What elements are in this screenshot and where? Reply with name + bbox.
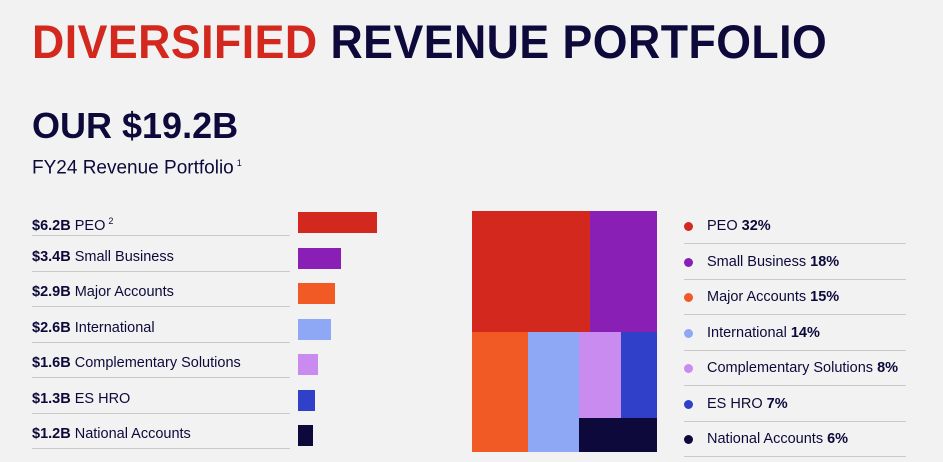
bar-category-label: Major Accounts — [70, 284, 174, 300]
bar-label: $2.9B Major Accounts — [32, 279, 290, 307]
treemap-tile-national-accounts — [579, 417, 657, 452]
bar-category-label: International — [70, 319, 155, 336]
legend-category: Complementary Solutions — [707, 360, 878, 376]
bar-label: $6.2B PEO 2 — [32, 208, 290, 236]
title-accent: DIVERSIFIED — [32, 15, 318, 68]
legend-percent: 32% — [741, 218, 771, 234]
legend-dot-icon — [684, 435, 693, 444]
total-revenue: OUR $19.2B — [32, 105, 239, 146]
bar-row-complementary-solutions: $1.6B Complementary Solutions — [32, 346, 392, 378]
legend-percent: 7% — [766, 395, 788, 412]
legend-label: ES HRO 7% — [707, 391, 788, 417]
legend-category: ES HRO — [707, 395, 767, 412]
bar-label: $1.3B ES HRO — [32, 386, 290, 414]
legend-percent: 8% — [877, 360, 899, 376]
bar-amount-label: $3.4B — [32, 248, 71, 265]
bar-major-accounts — [298, 283, 335, 304]
bar-label: $1.2B National Accounts — [32, 421, 290, 449]
legend-category: Small Business — [707, 253, 811, 270]
legend-dot-icon — [684, 328, 693, 338]
bar-footnote: 2 — [108, 216, 114, 226]
bar-es-hro — [298, 389, 315, 411]
bar-small-business — [298, 247, 342, 269]
legend-item-complementary-solutions: Complementary Solutions 8% — [684, 350, 906, 386]
bar-row-small-business: $3.4B Small Business — [32, 240, 392, 272]
bar-row-major-accounts: $2.9B Major Accounts — [32, 275, 392, 307]
bar-category-label: Small Business — [70, 248, 174, 265]
legend-label: National Accounts 6% — [707, 426, 848, 452]
subtitle-text: FY24 Revenue Portfolio — [32, 157, 234, 179]
treemap-tile-international — [527, 331, 580, 452]
bar-amount-label: $2.9B — [32, 284, 71, 300]
legend-percent: 15% — [810, 289, 840, 305]
treemap-tile-complementary-solutions — [579, 331, 621, 418]
legend-item-peo: PEO 32% — [684, 208, 906, 244]
subtitle: FY24 Revenue Portfolio 1 — [32, 150, 242, 181]
legend-dot-icon — [684, 399, 693, 409]
bar-row-peo: $6.2B PEO 2 — [32, 204, 392, 236]
bar-national-accounts — [298, 425, 314, 446]
bar-label: $1.6B Complementary Solutions — [32, 350, 290, 378]
legend-label: Small Business 18% — [707, 249, 839, 275]
bar-row-es-hro: $1.3B ES HRO — [32, 382, 392, 414]
legend-dot-icon — [684, 257, 693, 267]
legend-category: International — [707, 324, 791, 341]
legend-percent: 18% — [810, 253, 840, 270]
legend-item-es-hro: ES HRO 7% — [684, 386, 906, 422]
legend-dot-icon — [684, 222, 693, 231]
bar-category-label: Complementary Solutions — [70, 355, 241, 371]
treemap-tile-es-hro — [620, 331, 657, 418]
bar-amount-label: $1.3B — [32, 390, 71, 407]
legend-category: National Accounts — [707, 431, 828, 447]
legend-dot-icon — [684, 293, 693, 302]
bar-complementary-solutions — [298, 354, 319, 375]
legend-item-small-business: Small Business 18% — [684, 244, 906, 280]
page-title: DIVERSIFIED REVENUE PORTFOLIO — [32, 14, 827, 70]
legend-label: Complementary Solutions 8% — [707, 355, 898, 381]
legend-item-international: International 14% — [684, 315, 906, 351]
legend-label: PEO 32% — [707, 213, 771, 239]
subtitle-footnote: 1 — [236, 158, 242, 168]
bar-row-international: $2.6B International — [32, 311, 392, 343]
title-rest: REVENUE PORTFOLIO — [330, 15, 828, 68]
bar-amount-label: $1.2B — [32, 426, 71, 442]
legend-item-national-accounts: National Accounts 6% — [684, 421, 906, 457]
legend-label: Major Accounts 15% — [707, 284, 839, 310]
legend-label: International 14% — [707, 320, 820, 346]
bar-category-label: National Accounts — [70, 426, 191, 442]
bar-label: $3.4B Small Business — [32, 244, 290, 272]
legend-category: PEO — [707, 218, 742, 234]
revenue-treemap — [472, 211, 657, 452]
legend-percent: 6% — [827, 431, 849, 447]
treemap-tile-small-business — [590, 211, 657, 332]
bar-category-label: PEO — [70, 217, 106, 234]
bar-amount-label: $6.2B — [32, 217, 71, 234]
bar-amount-label: $1.6B — [32, 355, 71, 371]
legend-percent: 14% — [790, 324, 820, 341]
bar-amount-label: $2.6B — [32, 319, 71, 336]
treemap-tile-peo — [472, 211, 591, 332]
bar-peo — [298, 212, 377, 233]
treemap-tile-major-accounts — [472, 331, 528, 452]
legend-category: Major Accounts — [707, 289, 811, 305]
bar-label: $2.6B International — [32, 315, 290, 343]
legend-dot-icon — [684, 364, 693, 373]
bar-international — [298, 318, 332, 340]
bar-row-national-accounts: $1.2B National Accounts — [32, 417, 392, 449]
bar-category-label: ES HRO — [70, 390, 131, 407]
legend-item-major-accounts: Major Accounts 15% — [684, 279, 906, 315]
